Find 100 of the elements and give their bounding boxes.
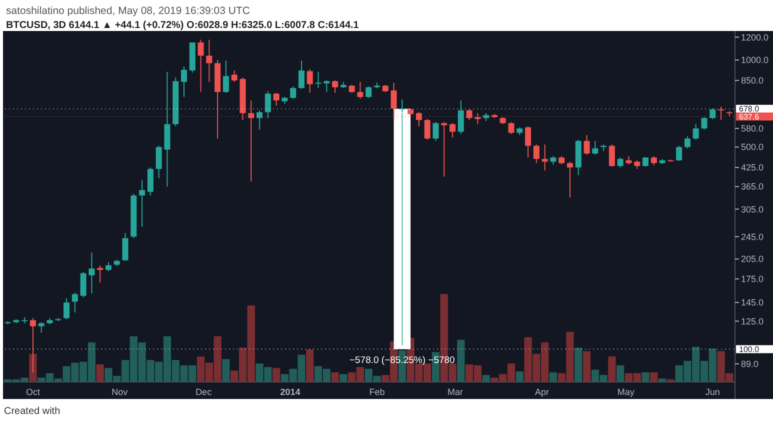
candlestick — [416, 112, 422, 127]
candlestick — [441, 122, 448, 178]
candlestick — [617, 157, 624, 168]
candlestick — [315, 71, 322, 89]
y-tick-label: 500.0 — [741, 142, 764, 152]
x-tick-label: Mar — [448, 387, 464, 397]
y-tick-label: 425.0 — [741, 162, 764, 173]
candlestick — [684, 136, 690, 149]
x-tick-label: May — [617, 387, 635, 397]
candlestick — [692, 124, 699, 140]
candlestick — [366, 86, 372, 98]
x-tick-label: 2014 — [280, 387, 300, 397]
candlestick — [584, 134, 590, 156]
text: Created with — [4, 406, 60, 417]
bar — [272, 368, 280, 382]
y-tick-label: 245.0 — [741, 232, 764, 242]
candlestick — [298, 60, 304, 90]
candlestick — [139, 179, 146, 228]
candlestick — [256, 110, 263, 130]
candlestick — [390, 82, 397, 120]
candlestick — [608, 144, 615, 168]
candlestick — [357, 81, 364, 100]
candlestick — [592, 140, 598, 156]
bar — [666, 379, 674, 382]
x-tick-label: Apr — [535, 387, 550, 397]
candlestick — [650, 156, 657, 166]
candlestick — [466, 108, 472, 121]
candlestick — [105, 262, 112, 272]
candlestick — [64, 298, 70, 320]
candlestick — [248, 100, 254, 182]
annotation: −578.0 (−85.25%) −5780 — [349, 355, 455, 366]
candlestick — [432, 122, 439, 142]
bar — [658, 378, 666, 382]
bar — [340, 374, 348, 382]
x-tick-label: Dec — [196, 387, 212, 397]
candlestick — [508, 122, 514, 134]
y-tick-label: 205.0 — [741, 254, 764, 264]
y-tick-label: 365.0 — [741, 182, 764, 192]
x-tick-label: Nov — [112, 387, 128, 397]
candlestick — [474, 112, 481, 125]
bar — [516, 371, 524, 382]
bar — [29, 354, 37, 382]
bar — [582, 351, 591, 382]
chart-title: satoshilatino published, May 08, 2019 16:39:03 UTC — [6, 5, 250, 17]
bar — [650, 372, 658, 382]
x-tick-label: Oct — [26, 387, 40, 397]
bar — [222, 359, 230, 382]
candlestick — [424, 118, 430, 140]
candlestick — [332, 80, 338, 94]
candlestick — [306, 68, 313, 94]
y-tick-label: 1200.0 — [741, 32, 769, 42]
x-tick-label: Feb — [369, 387, 385, 397]
candlestick — [97, 264, 104, 284]
y-tick-label: 305.0 — [741, 204, 764, 214]
candlestick — [533, 144, 540, 164]
candlestick — [566, 161, 573, 198]
candlestick — [156, 145, 162, 179]
y-tick-label: 89.0 — [741, 358, 759, 369]
y-tick-label: 125.0 — [741, 316, 764, 326]
bar — [616, 365, 624, 382]
candlestick — [198, 39, 204, 93]
candlestick — [290, 86, 296, 100]
bar — [642, 372, 650, 382]
y-tick-label: 145.0 — [741, 298, 764, 308]
candlestick — [399, 99, 406, 113]
candlestick — [206, 39, 212, 82]
y-tick-label: 1000.0 — [741, 55, 769, 66]
chart-subtitle: BTCUSD, 3D 6144.1 ▲ +44.1 (+0.72%) O:6028.9 H:6325.0 L:6007.8 C:6144.1 — [6, 20, 360, 31]
candlestick — [222, 60, 229, 94]
x-tick-label: Jun — [705, 387, 720, 397]
candlestick — [231, 70, 238, 82]
bar — [331, 372, 339, 382]
candlestick — [542, 144, 548, 171]
y-tick-label: 850.0 — [741, 76, 764, 86]
bar — [549, 372, 557, 382]
bar — [306, 349, 314, 382]
candlestick — [324, 80, 330, 93]
candlestick — [264, 90, 271, 119]
bar — [96, 364, 104, 382]
ref-line-label: 100.0 — [739, 344, 760, 354]
candlestick — [38, 322, 44, 334]
candlestick — [72, 292, 78, 313]
candlestick — [458, 100, 464, 134]
bar — [574, 348, 582, 382]
y-tick-label: 580.0 — [741, 124, 764, 134]
y-tick-label: 175.0 — [741, 274, 764, 284]
bar — [482, 374, 490, 382]
candlestick — [181, 66, 188, 98]
candlestick — [80, 271, 86, 298]
candlestick — [122, 232, 128, 262]
candlestick — [88, 252, 95, 294]
bar — [457, 340, 465, 382]
ref-line-label: 678.0 — [739, 104, 760, 114]
candlestick — [147, 166, 154, 196]
candlestick — [273, 92, 280, 106]
candlestick — [450, 122, 456, 138]
ref-line-label: 637.6 — [739, 112, 760, 122]
candlestick — [525, 126, 532, 158]
candlestick — [710, 108, 716, 120]
bar — [608, 356, 616, 382]
